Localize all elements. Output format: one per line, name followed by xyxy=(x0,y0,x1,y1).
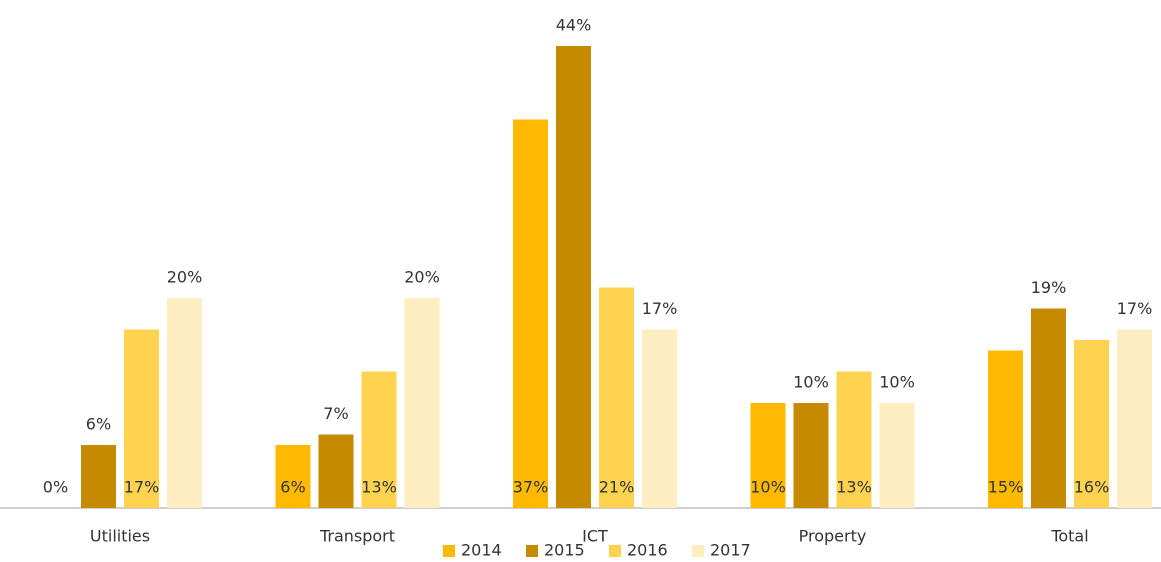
legend-swatch xyxy=(609,545,621,557)
data-label: 6% xyxy=(86,415,111,434)
bar xyxy=(599,287,634,508)
data-label: 19% xyxy=(1031,278,1067,297)
bar xyxy=(836,371,872,508)
bar xyxy=(81,445,116,508)
bar xyxy=(404,298,440,508)
data-label: 13% xyxy=(836,478,872,497)
legend-swatch xyxy=(526,545,538,557)
x-tick-label: ICT xyxy=(582,527,608,546)
bar xyxy=(1074,340,1109,508)
bar xyxy=(124,329,159,508)
bar xyxy=(642,329,677,508)
data-label: 10% xyxy=(879,373,915,392)
bar xyxy=(879,403,915,508)
data-label: 21% xyxy=(599,478,635,497)
bar xyxy=(1117,329,1152,508)
bar xyxy=(361,371,397,508)
data-label: 37% xyxy=(513,478,549,497)
data-label: 0% xyxy=(43,478,68,497)
bar xyxy=(793,403,829,508)
data-label: 17% xyxy=(124,478,160,497)
legend-label: 2017 xyxy=(710,541,751,560)
data-label: 15% xyxy=(988,478,1024,497)
x-tick-label: Utilities xyxy=(90,527,150,546)
legend-label: 2016 xyxy=(627,541,668,560)
data-label: 20% xyxy=(404,268,440,287)
bar xyxy=(988,350,1023,508)
bar xyxy=(513,119,548,508)
x-tick-label: Property xyxy=(799,527,867,546)
data-label: 44% xyxy=(556,16,592,35)
bar xyxy=(556,46,591,508)
data-label: 20% xyxy=(167,268,203,287)
bar xyxy=(275,445,311,508)
data-label: 17% xyxy=(642,299,678,318)
data-label: 16% xyxy=(1074,478,1110,497)
data-label: 17% xyxy=(1117,299,1153,318)
legend-label: 2015 xyxy=(544,541,585,560)
bar xyxy=(167,298,202,508)
data-label: 10% xyxy=(750,478,786,497)
legend-label: 2014 xyxy=(461,541,502,560)
legend-swatch xyxy=(443,545,455,557)
legend-swatch xyxy=(692,545,704,557)
data-label: 7% xyxy=(323,404,348,423)
data-label: 13% xyxy=(361,478,397,497)
x-tick-label: Transport xyxy=(319,527,395,546)
bar xyxy=(1031,308,1066,508)
data-label: 6% xyxy=(280,478,305,497)
x-tick-label: Total xyxy=(1050,527,1088,546)
bar xyxy=(318,434,354,508)
bar xyxy=(750,403,786,508)
data-label: 10% xyxy=(793,373,829,392)
